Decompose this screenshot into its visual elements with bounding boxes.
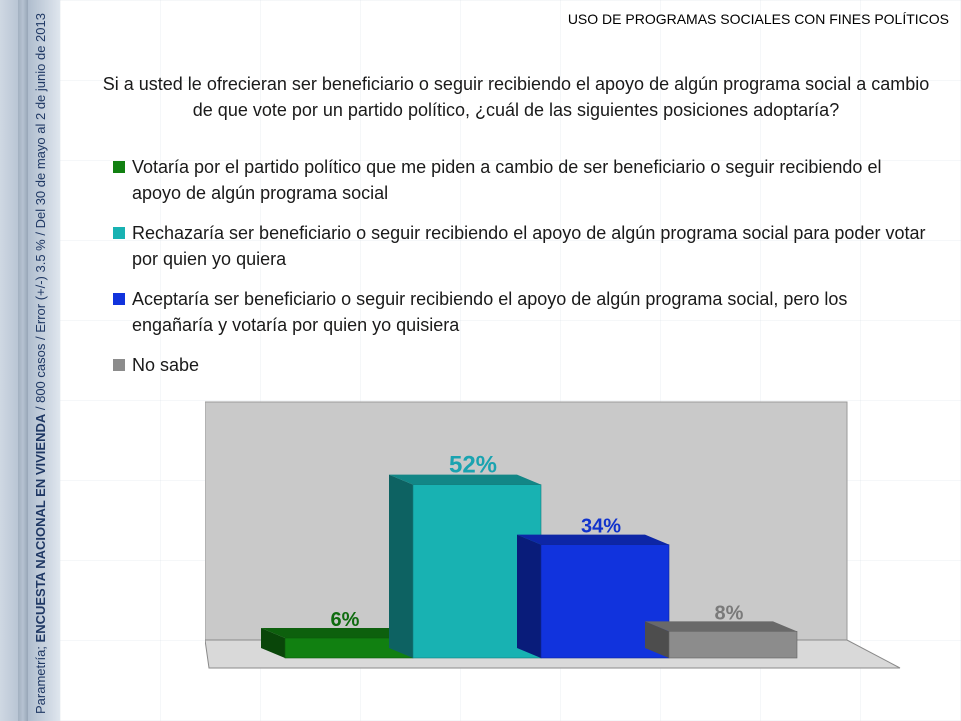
bar-side [645,621,669,658]
survey-methodology-note: Parametría; ENCUESTA NACIONAL EN VIVIEND… [33,13,48,714]
legend-swatch [113,227,125,239]
bar-top [517,534,669,545]
bar-chart-svg: 6% 52% 34% 8% [204,401,901,669]
chart-legend: Votaría por el partido político que me p… [113,154,933,378]
data-label: 6% [331,609,360,631]
legend-swatch [113,293,125,305]
legend-swatch [113,161,125,173]
tree-trunk-graphic [18,0,28,721]
bar [668,631,798,659]
legend-item: Rechazaría ser beneficiario o seguir rec… [113,220,933,272]
legend-label: Votaría por el partido político que me p… [132,157,882,203]
note-details: / 800 casos / Error (+/-) 3.5 % / Del 30… [33,13,48,414]
survey-question: Si a usted le ofrecieran ser beneficiari… [102,74,930,120]
legend-swatch [113,359,125,371]
bar-chart: 6% 52% 34% 8% [204,400,905,680]
data-label: 8% [715,602,744,624]
bar-side [517,534,541,658]
note-prefix: Parametría; [33,642,48,714]
legend-item: Votaría por el partido político que me p… [113,154,933,206]
legend-item: Aceptaría ser beneficiario o seguir reci… [113,286,933,338]
bar-top [645,621,797,632]
side-decoration [0,0,60,721]
data-label: 34% [581,516,621,538]
legend-label: Aceptaría ser beneficiario o seguir reci… [132,289,848,335]
legend-item: No sabe [113,352,933,378]
bar-top [389,474,541,485]
note-survey-name: ENCUESTA NACIONAL EN VIVIENDA [33,413,48,643]
data-label: 52% [449,452,497,479]
legend-label: Rechazaría ser beneficiario o seguir rec… [132,223,926,269]
legend-label: No sabe [132,355,200,375]
bar-side [389,474,413,658]
page-header: USO DE PROGRAMAS SOCIALES CON FINES POLÍ… [567,11,949,27]
bar-top [261,628,413,638]
